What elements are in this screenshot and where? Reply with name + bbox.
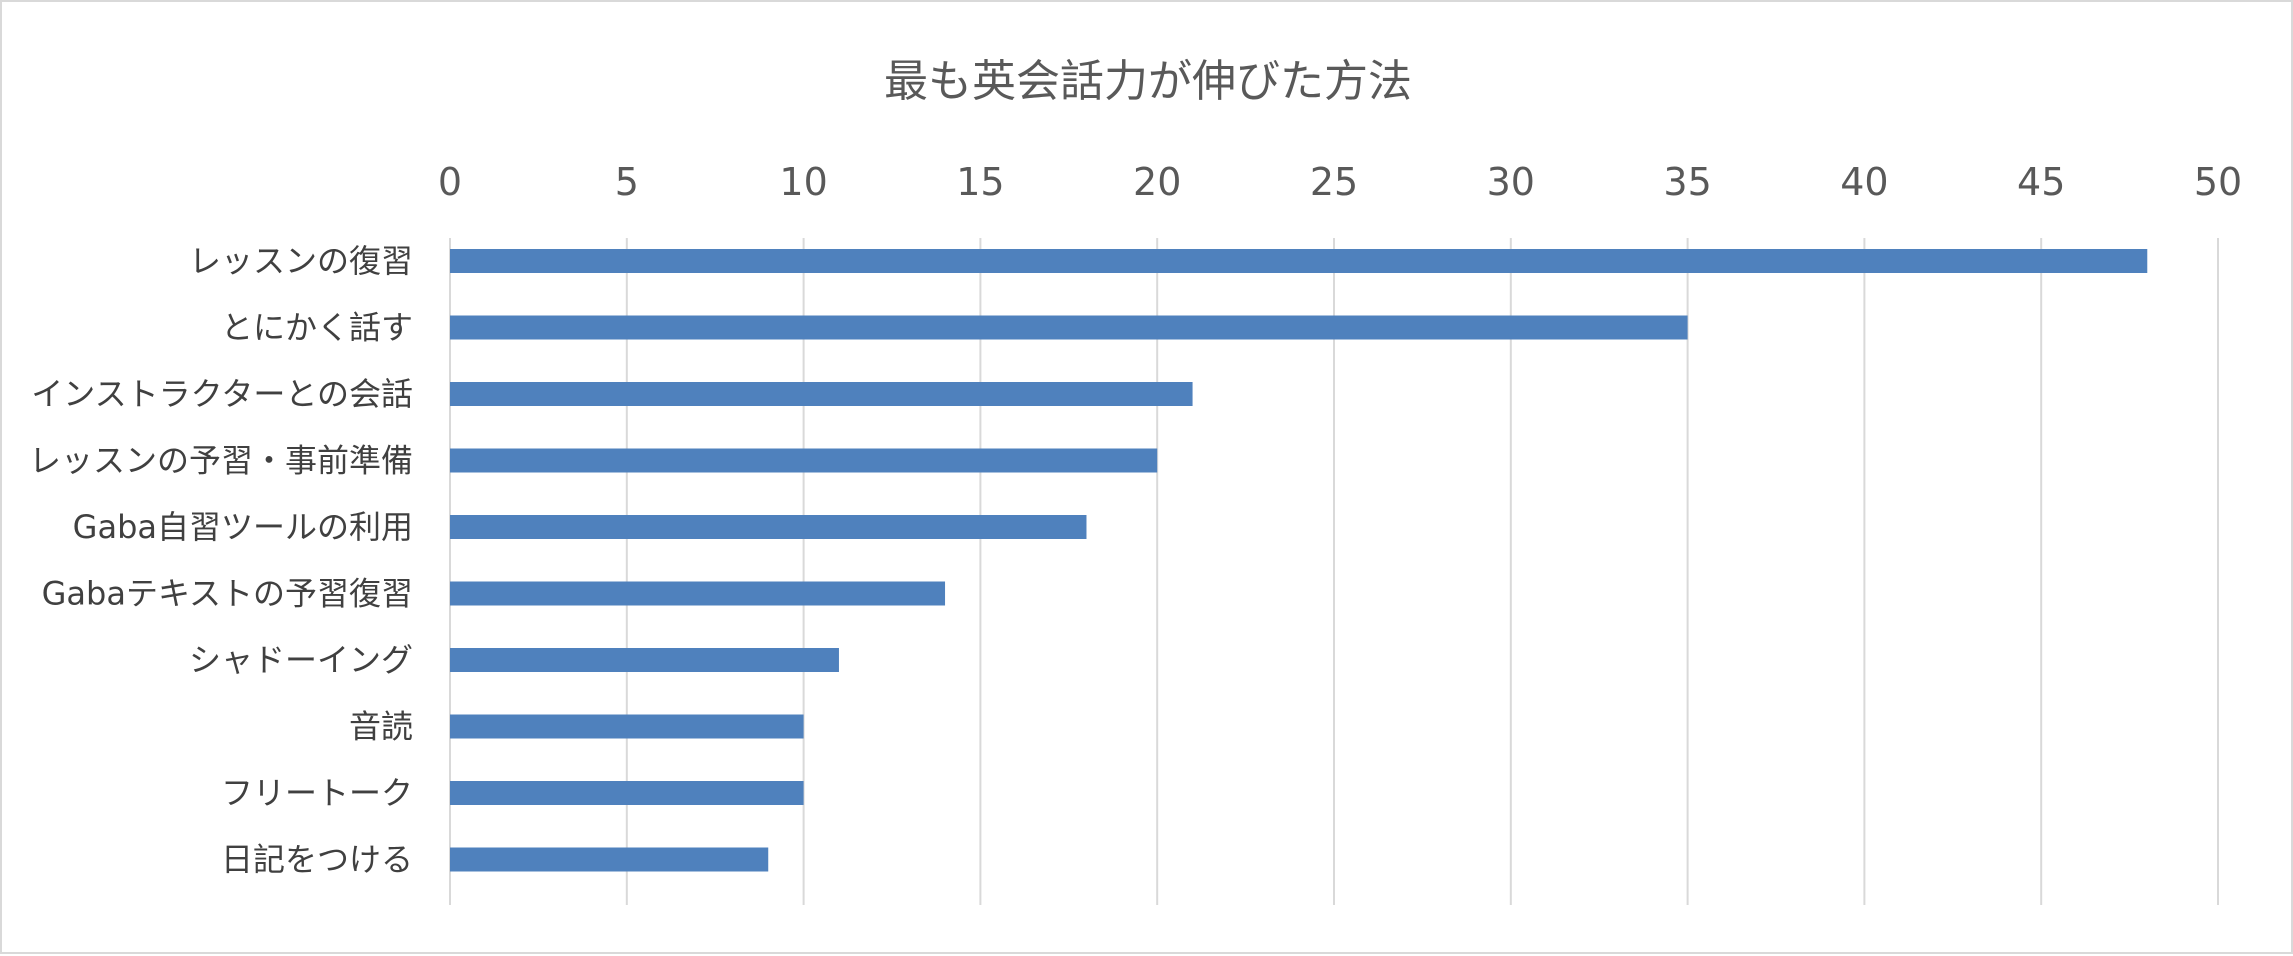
- x-tick-label: 50: [2194, 160, 2242, 204]
- category-label: 日記をつける: [221, 841, 413, 879]
- bar: [450, 382, 1193, 406]
- bar: [450, 515, 1087, 539]
- category-label: インストラクターとの会話: [31, 375, 413, 413]
- category-label: とにかく話す: [221, 309, 413, 347]
- bar: [450, 315, 1688, 340]
- gridlines: [449, 238, 2219, 905]
- bar: [450, 581, 946, 606]
- bar: [450, 648, 839, 672]
- category-label: Gaba自習ツールの利用: [73, 508, 413, 546]
- chart-title: 最も英会話力が伸びた方法: [884, 56, 1412, 107]
- x-tick-label: 45: [2017, 160, 2065, 204]
- category-label: レッスンの予習・事前準備: [29, 442, 413, 480]
- bar: [450, 847, 769, 872]
- x-tick-label: 20: [1133, 160, 1181, 204]
- category-label: 音読: [349, 708, 413, 746]
- x-tick-label: 5: [615, 160, 639, 204]
- x-axis-ticks: 0 5 10 15 20 25 30 35 40 45 50: [438, 160, 2242, 204]
- x-tick-label: 15: [956, 160, 1004, 204]
- category-label: フリートーク: [221, 774, 413, 812]
- bar: [450, 448, 1158, 473]
- category-label: Gabaテキストの予習復習: [42, 575, 413, 613]
- category-label: シャドーイング: [189, 641, 413, 679]
- x-tick-label: 40: [1840, 160, 1888, 204]
- category-label: レッスンの復習: [189, 242, 413, 280]
- x-tick-label: 10: [779, 160, 827, 204]
- bar: [450, 714, 804, 739]
- bars: [450, 249, 2148, 872]
- bar: [450, 781, 804, 805]
- x-tick-label: 30: [1487, 160, 1535, 204]
- x-tick-label: 35: [1663, 160, 1711, 204]
- x-tick-label: 25: [1310, 160, 1358, 204]
- x-tick-label: 0: [438, 160, 462, 204]
- bar: [450, 249, 2148, 273]
